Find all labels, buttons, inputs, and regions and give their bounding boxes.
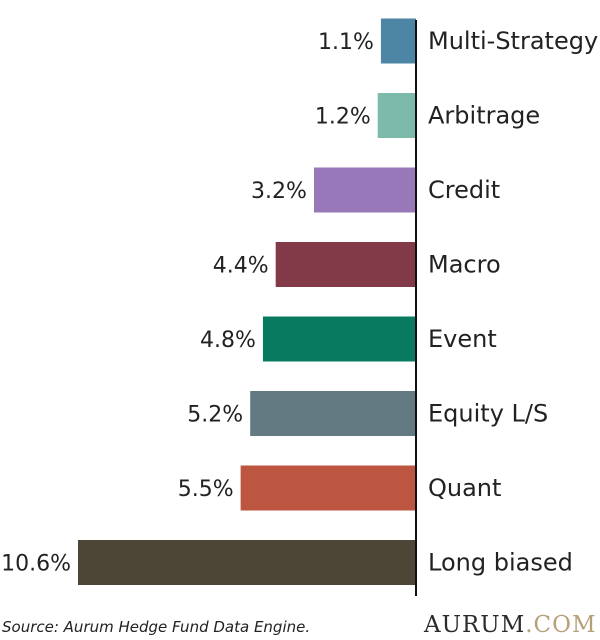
value-label-quant: 5.5% bbox=[178, 477, 234, 502]
bar-event bbox=[262, 316, 416, 362]
bar-credit bbox=[313, 167, 416, 213]
category-label-equity-l-s: Equity L/S bbox=[428, 400, 548, 428]
category-label-macro: Macro bbox=[428, 251, 501, 279]
bar-multi-strategy bbox=[380, 18, 416, 64]
bar-quant bbox=[240, 465, 416, 511]
bar-arbitrage bbox=[377, 93, 416, 138]
category-labels-group: Multi-Strategy Arbitrage Credit Macro Event E… bbox=[428, 27, 598, 577]
value-label-credit: 3.2% bbox=[251, 179, 307, 204]
category-label-event: Event bbox=[428, 325, 497, 353]
bar-macro bbox=[275, 242, 416, 287]
source-note: Source: Aurum Hedge Fund Data Engine. bbox=[2, 618, 311, 636]
logo-suffix-text: .COM bbox=[525, 612, 597, 638]
value-label-long-biased: 10.6% bbox=[1, 552, 71, 577]
bar-long-biased bbox=[78, 540, 416, 585]
bar-chart: 1.1% 1.2% 3.2% 4.4% 4.8% 5.2% 5.5% 10.6% Multi-… bbox=[1, 18, 598, 596]
aurum-logo[interactable]: AURUM.COM bbox=[424, 612, 597, 638]
value-label-arbitrage: 1.2% bbox=[315, 105, 371, 130]
value-label-macro: 4.4% bbox=[213, 254, 269, 279]
category-label-long-biased: Long biased bbox=[428, 549, 573, 577]
value-label-multi-strategy: 1.1% bbox=[318, 30, 374, 55]
category-label-multi-strategy: Multi-Strategy bbox=[428, 27, 598, 55]
category-label-quant: Quant bbox=[428, 474, 501, 502]
category-label-credit: Credit bbox=[428, 176, 500, 204]
logo-main-text: AURUM bbox=[424, 612, 526, 638]
category-label-arbitrage: Arbitrage bbox=[428, 102, 540, 130]
bars-group bbox=[78, 18, 416, 585]
bar-equity-l-s bbox=[250, 391, 416, 436]
value-label-equity-l-s: 5.2% bbox=[187, 403, 243, 428]
value-label-event: 4.8% bbox=[200, 328, 256, 353]
value-labels-group: 1.1% 1.2% 3.2% 4.4% 4.8% 5.2% 5.5% 10.6% bbox=[1, 30, 374, 577]
